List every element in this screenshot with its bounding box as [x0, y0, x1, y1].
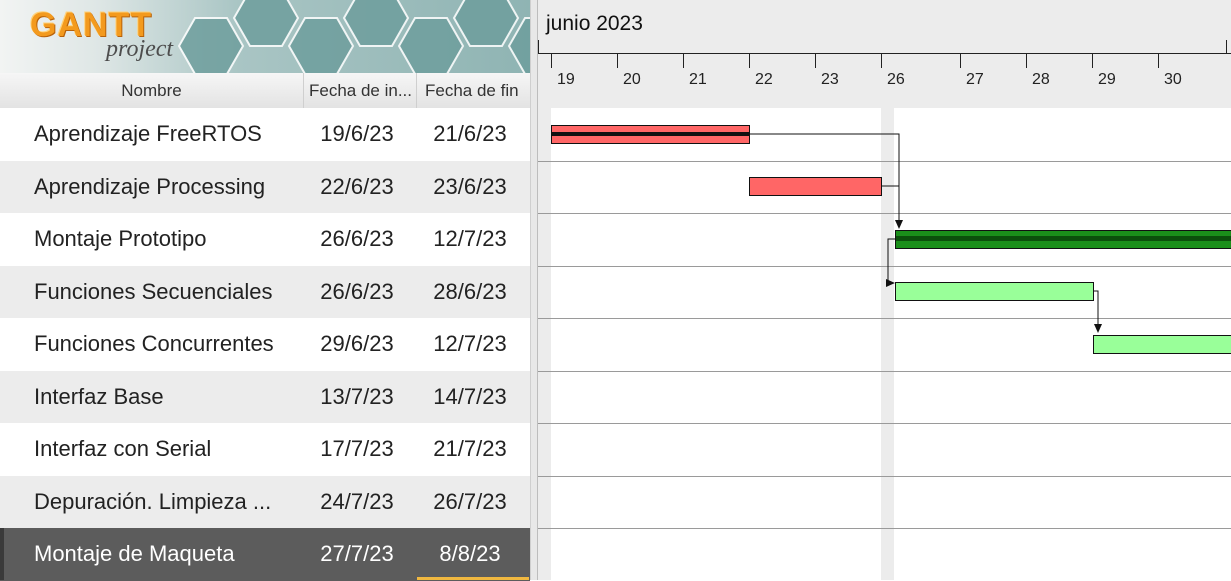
day-tick [617, 54, 618, 68]
task-start-date: 19/6/23 [304, 108, 410, 160]
task-bar-aprendizaje-processing[interactable] [750, 178, 882, 196]
task-row[interactable]: Funciones Concurrentes 29/6/23 12/7/23 [0, 318, 530, 371]
task-name: Montaje de Maqueta [34, 528, 296, 580]
day-label-30: 30 [1164, 71, 1182, 89]
task-row[interactable]: Montaje Prototipo 26/6/23 12/7/23 [0, 213, 530, 266]
task-start-date: 29/6/23 [304, 318, 410, 370]
task-end-date: 28/6/23 [417, 266, 523, 318]
ganttproject-logo: GANTT project [0, 0, 530, 73]
day-tick [1158, 54, 1159, 68]
task-row[interactable]: Funciones Secuenciales 26/6/23 28/6/23 [0, 266, 530, 319]
task-end-date: 21/7/23 [417, 423, 523, 475]
task-name: Depuración. Limpieza ... [34, 476, 296, 528]
day-tick [683, 54, 684, 68]
panel-splitter[interactable] [530, 0, 538, 580]
task-end-date[interactable]: 8/8/23 [417, 528, 523, 580]
task-end-date: 23/6/23 [417, 161, 523, 213]
task-row[interactable]: Interfaz con Serial 17/7/23 21/7/23 [0, 423, 530, 476]
task-name: Funciones Concurrentes [34, 318, 296, 370]
arrow-head [1094, 324, 1102, 333]
summary-stripe [896, 236, 1231, 241]
logo-project-text: project [106, 36, 173, 63]
column-header-start-date[interactable]: Fecha de in... [304, 73, 417, 108]
task-start-date: 26/6/23 [304, 266, 410, 318]
day-label-22: 22 [755, 71, 773, 89]
month-end-tick [1226, 40, 1227, 54]
day-label-23: 23 [821, 71, 839, 89]
day-tick [551, 54, 552, 68]
task-start-date: 27/7/23 [304, 528, 410, 580]
day-label-29: 29 [1098, 71, 1116, 89]
task-end-date: 14/7/23 [417, 371, 523, 423]
column-header-end-date[interactable]: Fecha de fin [417, 73, 530, 108]
progress-stripe [552, 132, 749, 136]
day-tick [960, 54, 961, 68]
task-end-date: 12/7/23 [417, 213, 523, 265]
task-start-date: 26/6/23 [304, 213, 410, 265]
task-name: Interfaz Base [34, 371, 296, 423]
weekend-shade [538, 108, 551, 580]
day-tick [815, 54, 816, 68]
task-name: Aprendizaje Processing [34, 161, 296, 213]
task-bar-funciones-concurrentes[interactable] [1094, 336, 1231, 354]
selection-indicator [0, 528, 4, 580]
task-row[interactable]: Interfaz Base 13/7/23 14/7/23 [0, 371, 530, 424]
task-row[interactable]: Depuración. Limpieza ... 24/7/23 26/7/23 [0, 476, 530, 529]
column-header-name[interactable]: Nombre [0, 73, 304, 108]
day-label-20: 20 [623, 71, 641, 89]
task-table-panel: GANTT project Nombre Fecha de in... Fech… [0, 0, 530, 580]
task-start-date: 17/7/23 [304, 423, 410, 475]
task-list: Aprendizaje FreeRTOS 19/6/23 21/6/23 Apr… [0, 108, 530, 581]
day-label-28: 28 [1032, 71, 1050, 89]
task-end-date: 21/6/23 [417, 108, 523, 160]
task-start-date: 24/7/23 [304, 476, 410, 528]
day-tick [881, 54, 882, 68]
task-start-date: 22/6/23 [304, 161, 410, 213]
day-tick [749, 54, 750, 68]
day-tick [1092, 54, 1093, 68]
task-row[interactable]: Aprendizaje Processing 22/6/23 23/6/23 [0, 161, 530, 214]
table-header: Nombre Fecha de in... Fecha de fin [0, 73, 530, 109]
task-start-date: 13/7/23 [304, 371, 410, 423]
task-name: Montaje Prototipo [34, 213, 296, 265]
task-name: Interfaz con Serial [34, 423, 296, 475]
day-tick [1026, 54, 1027, 68]
day-label-21: 21 [689, 71, 707, 89]
task-bar-funciones-secuenciales[interactable] [896, 283, 1094, 301]
arrow-head [895, 220, 903, 229]
month-label: junio 2023 [546, 12, 643, 36]
day-label-27: 27 [966, 71, 984, 89]
task-name: Funciones Secuenciales [34, 266, 296, 318]
task-row-selected[interactable]: Montaje de Maqueta 27/7/23 8/8/23 [0, 528, 530, 581]
day-label-19: 19 [557, 71, 575, 89]
gantt-chart-panel: junio 2023 19 20 21 22 23 26 27 28 29 30 [538, 0, 1231, 580]
day-label-26: 26 [887, 71, 905, 89]
month-axis-line [538, 53, 1231, 54]
month-start-tick [538, 40, 539, 54]
task-end-date: 12/7/23 [417, 318, 523, 370]
task-row[interactable]: Aprendizaje FreeRTOS 19/6/23 21/6/23 [0, 108, 530, 161]
task-name: Aprendizaje FreeRTOS [34, 108, 296, 160]
task-end-date: 26/7/23 [417, 476, 523, 528]
gantt-canvas[interactable] [538, 108, 1231, 580]
timeline-header: junio 2023 19 20 21 22 23 26 27 28 29 30 [538, 0, 1231, 108]
weekend-shade [881, 108, 894, 580]
